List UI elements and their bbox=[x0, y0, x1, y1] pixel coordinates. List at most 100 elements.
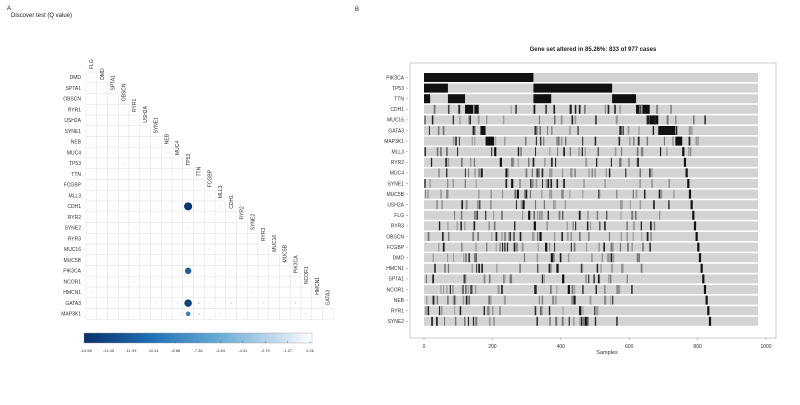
heatmap-row-label: SPTA1 bbox=[66, 86, 82, 92]
heatmap-cell bbox=[150, 286, 162, 298]
heatmap-cell bbox=[107, 125, 119, 137]
alteration-tick bbox=[688, 189, 692, 199]
gene-label: HMCN1 bbox=[386, 266, 404, 272]
heatmap-row-label: OBSCN bbox=[63, 97, 81, 103]
colorbar-tick-label: 0.26 bbox=[306, 348, 315, 353]
heatmap-cell bbox=[182, 179, 194, 191]
heatmap-cell bbox=[85, 157, 97, 169]
heatmap-cell bbox=[290, 308, 302, 320]
x-axis-label: Samples bbox=[596, 350, 618, 356]
heatmap-cell bbox=[161, 297, 173, 309]
heatmap-cell bbox=[96, 200, 108, 212]
heatmap-row-label: MUC4 bbox=[67, 150, 81, 156]
heatmap-cell bbox=[247, 254, 259, 266]
gene-label: FCGBP bbox=[387, 245, 405, 251]
heatmap-cell bbox=[139, 136, 151, 148]
gene-label: MUC5B bbox=[386, 192, 404, 198]
heatmap-cell bbox=[118, 136, 130, 148]
oncoprint-row bbox=[424, 232, 759, 241]
heatmap-cell bbox=[257, 308, 269, 320]
heatmap-cell bbox=[128, 254, 140, 266]
alteration-tick bbox=[708, 316, 712, 326]
heatmap-cell bbox=[150, 265, 162, 277]
heatmap-cell bbox=[182, 254, 194, 266]
x-tick-label: 0 bbox=[423, 344, 426, 350]
heatmap-cell bbox=[139, 222, 151, 234]
heatmap-bubble bbox=[198, 313, 200, 315]
oncoprint-row bbox=[424, 200, 759, 210]
heatmap-cell bbox=[96, 147, 108, 159]
heatmap-cell bbox=[236, 286, 248, 298]
heatmap-cell bbox=[139, 147, 151, 159]
alteration-tick bbox=[511, 179, 514, 188]
heatmap-cell bbox=[161, 243, 173, 255]
heatmap-cell bbox=[236, 243, 248, 255]
heatmap-cell bbox=[118, 308, 130, 320]
heatmap-cell bbox=[107, 157, 119, 169]
heatmap-cell bbox=[150, 222, 162, 234]
alteration-tick bbox=[698, 253, 702, 263]
heatmap-row-label: USH2A bbox=[64, 118, 81, 124]
heatmap-cell bbox=[171, 276, 183, 288]
heatmap-cell bbox=[107, 265, 119, 277]
oncoprint-row bbox=[424, 136, 759, 146]
alteration-tick bbox=[693, 221, 697, 231]
heatmap-cell bbox=[85, 211, 97, 223]
heatmap-column-label: CDH1 bbox=[229, 195, 235, 209]
gene-label: RYR3 bbox=[391, 224, 404, 230]
gene-label: PIK3CA bbox=[386, 75, 404, 81]
panel-b-letter: B bbox=[355, 7, 360, 13]
alteration-tick bbox=[528, 210, 531, 220]
heatmap-cell bbox=[150, 168, 162, 180]
x-tick-label: 400 bbox=[557, 344, 566, 350]
heatmap-cell bbox=[128, 211, 140, 223]
heatmap-row-label: RYR3 bbox=[68, 236, 81, 242]
gene-label: SPTA1 bbox=[389, 277, 405, 283]
heatmap-cell bbox=[128, 200, 140, 212]
heatmap-cell bbox=[225, 243, 237, 255]
heatmap-row-label: SYNE2 bbox=[65, 226, 82, 232]
heatmap-bubble bbox=[184, 202, 193, 211]
x-tick-label: 800 bbox=[693, 344, 702, 350]
heatmap-column-label: TP53 bbox=[186, 154, 192, 166]
heatmap-cell bbox=[171, 190, 183, 202]
heatmap-cell bbox=[107, 222, 119, 234]
heatmap-cell bbox=[128, 297, 140, 309]
oncoprint-row bbox=[424, 242, 759, 252]
heatmap-row-label: SYNE1 bbox=[65, 129, 82, 135]
alteration-tick bbox=[567, 285, 570, 294]
heatmap-cell bbox=[107, 297, 119, 309]
heatmap-cell bbox=[193, 265, 205, 277]
heatmap-cell bbox=[107, 286, 119, 298]
alteration-tick bbox=[556, 263, 559, 273]
heatmap-cell bbox=[161, 222, 173, 234]
alteration-tick bbox=[692, 210, 695, 220]
heatmap-cell bbox=[150, 254, 162, 266]
heatmap-cell bbox=[85, 136, 97, 148]
heatmap-column-label: DMD bbox=[100, 68, 106, 80]
heatmap-cell bbox=[150, 179, 162, 191]
heatmap-cell bbox=[139, 265, 151, 277]
gene-label: MUC4 bbox=[390, 171, 404, 177]
heatmap-cell bbox=[139, 254, 151, 266]
heatmap-cell bbox=[193, 211, 205, 223]
heatmap-cell bbox=[118, 168, 130, 180]
heatmap-cell bbox=[171, 286, 183, 298]
heatmap-cell bbox=[128, 308, 140, 320]
heatmap-cell bbox=[118, 243, 130, 255]
alteration-block bbox=[612, 94, 637, 104]
heatmap-bubble bbox=[176, 302, 179, 304]
heatmap-cell bbox=[161, 179, 173, 191]
gene-label: SYNE1 bbox=[388, 181, 405, 187]
alteration-tick bbox=[697, 242, 700, 252]
heatmap-cell bbox=[214, 297, 226, 309]
oncoprint-row bbox=[424, 221, 759, 231]
heatmap-bubble bbox=[294, 302, 297, 304]
heatmap-cell bbox=[107, 114, 119, 126]
heatmap-cell bbox=[204, 222, 216, 234]
heatmap-cell bbox=[150, 211, 162, 223]
heatmap-cell bbox=[182, 286, 194, 298]
gene-label: RYR2 bbox=[391, 160, 404, 166]
heatmap-cell bbox=[150, 233, 162, 245]
oncoprint-row bbox=[424, 263, 759, 273]
